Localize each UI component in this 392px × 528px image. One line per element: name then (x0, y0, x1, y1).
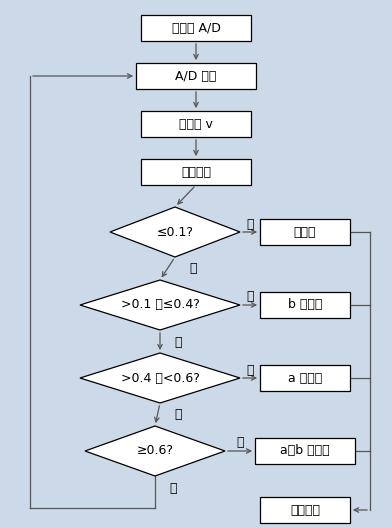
Text: A/D 转化: A/D 转化 (175, 70, 217, 82)
Text: ≤0.1?: ≤0.1? (156, 225, 194, 239)
Polygon shape (110, 207, 240, 257)
Text: 否: 否 (169, 482, 177, 495)
Text: 采样値 v: 采样値 v (179, 118, 213, 130)
Text: 是: 是 (246, 218, 254, 231)
Polygon shape (80, 353, 240, 403)
Text: 是: 是 (246, 290, 254, 304)
Bar (141, 159, 251, 185)
Bar (136, 63, 256, 89)
Text: 是: 是 (246, 363, 254, 376)
Text: a、b 路故障: a、b 路故障 (280, 445, 330, 457)
Text: a 路故障: a 路故障 (288, 372, 322, 384)
Text: 否: 否 (189, 262, 197, 276)
Polygon shape (85, 426, 225, 476)
Text: 无故障: 无故障 (294, 225, 316, 239)
Text: >0.1 且≤0.4?: >0.1 且≤0.4? (121, 298, 200, 312)
Text: 初始化 A/D: 初始化 A/D (172, 22, 220, 34)
Text: b 路故障: b 路故障 (288, 298, 322, 312)
Bar (141, 15, 251, 41)
Text: 故障处理: 故障处理 (290, 504, 320, 516)
Text: ≥0.6?: ≥0.6? (136, 445, 174, 457)
Bar (141, 111, 251, 137)
Bar (255, 438, 355, 464)
Bar (260, 497, 350, 523)
Text: 故障判断: 故障判断 (181, 165, 211, 178)
Text: 否: 否 (174, 409, 182, 421)
Text: >0.4 且<0.6?: >0.4 且<0.6? (121, 372, 200, 384)
Bar (260, 365, 350, 391)
Bar (260, 219, 350, 245)
Polygon shape (80, 280, 240, 330)
Text: 是: 是 (236, 437, 244, 449)
Text: 否: 否 (174, 335, 182, 348)
Bar (260, 292, 350, 318)
